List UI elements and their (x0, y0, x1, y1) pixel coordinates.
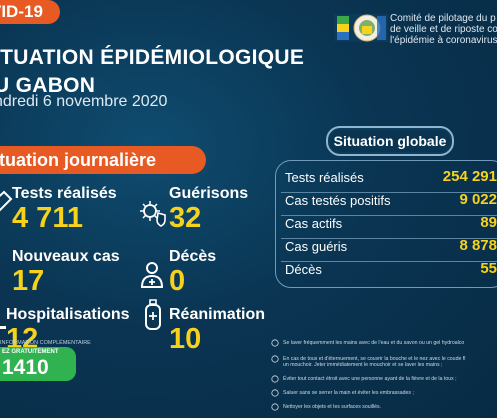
table-row: Cas actifs 89 (281, 214, 497, 239)
recoveries-value: 32 (169, 202, 202, 234)
cleaning-icon (271, 403, 279, 411)
cough-icon (271, 355, 279, 363)
deaths-label: Décès (169, 248, 217, 265)
table-row: Cas testés positifs 9 022 (281, 191, 497, 216)
new-cases-label: Nouveaux cas (12, 248, 120, 265)
patient-icon (140, 262, 164, 288)
icu-value: 10 (169, 323, 202, 355)
global-row-label: Décès (285, 262, 322, 277)
global-row-value: 55 (480, 260, 497, 277)
global-row-value: 8 878 (459, 237, 497, 254)
no-handshake-icon (271, 389, 279, 397)
global-situation-heading: Situation globale (326, 126, 454, 156)
row-divider (281, 261, 497, 262)
virus-shield-icon (140, 201, 166, 227)
global-row-value: 9 022 (459, 191, 497, 208)
additional-info-label: INFORMATION COMPLÉMENTAIRE (0, 340, 91, 346)
hand-wash-icon (271, 339, 279, 347)
hospitalisations-label: Hospitalisations (6, 306, 130, 323)
title-line-1: ITUATION ÉPIDÉMIOLOGIQUE (0, 46, 305, 69)
committee-name: Comité de pilotage du p de veille et de … (390, 13, 497, 46)
report-date: ndredi 6 novembre 2020 (0, 93, 168, 110)
hotline-number: 1410 (2, 356, 49, 379)
table-row: Cas guéris 8 878 (281, 237, 497, 262)
recoveries-label: Guérisons (169, 185, 249, 202)
global-row-value: 254 291 (442, 168, 497, 185)
oxygen-tank-icon (145, 299, 161, 330)
hotline-call-label: EZ GRATUITEMENT (2, 349, 59, 355)
gabon-coat-of-arms-icon (334, 14, 388, 42)
global-table-frame (275, 160, 497, 288)
icu-label: Réanimation (169, 306, 266, 323)
row-divider (281, 215, 497, 216)
deaths-value: 0 (169, 265, 186, 297)
covid-tag: VID-19 (0, 0, 60, 24)
title-line-2: U GABON (0, 74, 96, 97)
hospital-icon-fragment (0, 326, 6, 329)
global-row-label: Cas guéris (285, 239, 348, 254)
daily-situation-heading: ituation journalière (0, 146, 206, 174)
global-row-label: Tests réalisés (285, 170, 364, 185)
global-row-label: Cas testés positifs (285, 193, 391, 208)
row-divider (281, 192, 497, 193)
distance-icon (271, 375, 279, 383)
tests-value: 4 711 (12, 202, 83, 234)
new-cases-value: 17 (12, 265, 45, 297)
page-title: ITUATION ÉPIDÉMIOLOGIQUE U GABON (0, 44, 304, 100)
row-divider (281, 238, 497, 239)
tests-label: Tests réalisés (12, 185, 117, 202)
global-row-label: Cas actifs (285, 216, 343, 231)
table-row: Décès 55 (285, 260, 497, 285)
global-row-value: 89 (480, 214, 497, 231)
table-row: Tests réalisés 254 291 (281, 168, 497, 193)
hotline-box: EZ GRATUITEMENT 1410 (0, 347, 76, 381)
